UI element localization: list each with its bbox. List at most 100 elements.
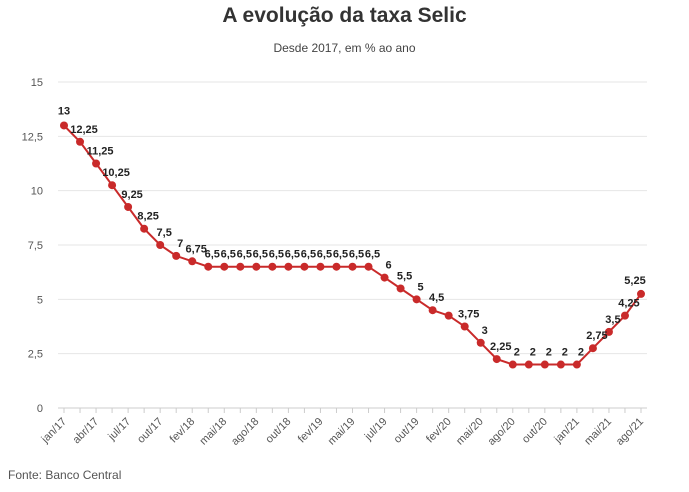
data-point — [284, 262, 293, 271]
data-point — [540, 360, 549, 369]
y-tick-label: 10 — [31, 186, 43, 198]
x-tick-label: fev/19 — [296, 416, 326, 446]
data-label: 6,5 — [253, 249, 268, 261]
data-label: 2 — [546, 347, 552, 359]
data-point — [508, 360, 517, 369]
data-point — [156, 241, 165, 249]
data-point — [412, 295, 421, 304]
data-label: 6,5 — [365, 249, 380, 261]
data-point — [364, 262, 373, 271]
data-point — [268, 262, 277, 271]
data-point — [492, 355, 501, 364]
data-point — [637, 289, 645, 298]
data-point — [476, 338, 485, 347]
data-label: 6,5 — [285, 249, 300, 261]
data-label: 6,75 — [186, 243, 207, 255]
data-point — [604, 327, 613, 336]
y-tick-label: 2,5 — [28, 349, 43, 361]
chart-title: A evolução da taxa Selic — [222, 4, 467, 27]
data-point — [460, 322, 469, 331]
data-point — [396, 284, 405, 293]
data-point — [428, 306, 437, 315]
x-tick-label: out/17 — [135, 416, 165, 446]
x-tick-label: fev/18 — [168, 416, 198, 446]
data-label: 10,25 — [102, 167, 130, 179]
data-label: 13 — [58, 105, 70, 117]
x-tick-label: mai/21 — [582, 416, 614, 448]
data-label: 3 — [482, 325, 488, 337]
x-tick-label: jan/17 — [39, 416, 69, 446]
data-point — [252, 262, 261, 271]
data-label: 11,25 — [87, 146, 114, 158]
data-label: 6,5 — [349, 249, 364, 261]
data-label: 6,5 — [333, 249, 348, 261]
data-point — [556, 360, 565, 369]
data-point — [572, 360, 581, 369]
y-tick-label: 7,5 — [28, 240, 43, 252]
data-label: 6,5 — [221, 249, 236, 261]
y-tick-label: 12,5 — [22, 131, 43, 143]
y-tick-label: 0 — [37, 403, 43, 415]
data-label: 6,5 — [317, 249, 332, 261]
data-label: 3,75 — [458, 309, 479, 321]
x-tick-label: mai/19 — [326, 416, 358, 448]
x-tick-label: mai/20 — [454, 416, 486, 448]
data-point — [172, 251, 181, 260]
data-point — [348, 262, 357, 271]
data-point — [444, 311, 453, 320]
source-note: Fonte: Banco Central — [8, 468, 122, 482]
y-tick-label: 15 — [31, 77, 43, 89]
data-point — [236, 262, 245, 271]
x-tick-label: jul/17 — [105, 416, 133, 444]
data-point — [588, 344, 597, 353]
data-point — [140, 224, 149, 233]
data-label: 6,5 — [205, 249, 220, 261]
data-point — [60, 121, 68, 130]
data-point — [316, 262, 325, 271]
data-point — [124, 202, 133, 211]
data-point — [204, 262, 213, 271]
data-point — [220, 262, 229, 271]
data-label: 8,25 — [137, 211, 158, 223]
data-label: 6,5 — [269, 249, 284, 261]
x-tick-label: jul/19 — [362, 416, 390, 444]
data-label: 6,5 — [237, 249, 252, 261]
data-label: 2,75 — [586, 330, 607, 342]
x-tick-label: out/18 — [263, 416, 293, 446]
data-point — [620, 311, 629, 320]
data-point — [92, 159, 101, 168]
x-tick-label: mai/18 — [198, 416, 230, 448]
data-label: 3,5 — [605, 314, 620, 326]
x-tick-label: jan/21 — [552, 416, 582, 446]
data-label: 6 — [385, 260, 391, 272]
x-tick-label: out/20 — [520, 416, 550, 446]
data-label: 7 — [177, 238, 183, 250]
data-label: 2 — [578, 347, 584, 359]
data-point — [188, 257, 197, 266]
data-label: 2 — [562, 347, 568, 359]
y-tick-label: 5 — [37, 294, 43, 306]
data-point — [332, 262, 341, 271]
data-label: 2 — [530, 347, 536, 359]
x-tick-label: ago/18 — [229, 416, 261, 448]
data-point — [76, 137, 85, 146]
data-point — [108, 181, 117, 190]
data-point — [524, 360, 533, 369]
data-label: 5,5 — [397, 270, 412, 282]
data-point — [380, 273, 389, 282]
data-label: 9,25 — [121, 189, 142, 201]
x-tick-label: abr/17 — [71, 416, 102, 447]
data-label: 12,25 — [70, 124, 98, 136]
data-label: 7,5 — [157, 227, 172, 239]
x-tick-label: ago/20 — [486, 416, 518, 448]
data-label: 2 — [514, 347, 520, 359]
data-label: 4,5 — [429, 292, 444, 304]
x-tick-label: fev/20 — [424, 416, 454, 446]
x-tick-label: ago/21 — [614, 416, 646, 448]
data-label: 6,5 — [301, 249, 316, 261]
data-point — [300, 262, 309, 271]
data-label: 5 — [418, 281, 424, 293]
data-label: 4,25 — [618, 298, 639, 310]
data-label: 2,25 — [490, 341, 511, 353]
